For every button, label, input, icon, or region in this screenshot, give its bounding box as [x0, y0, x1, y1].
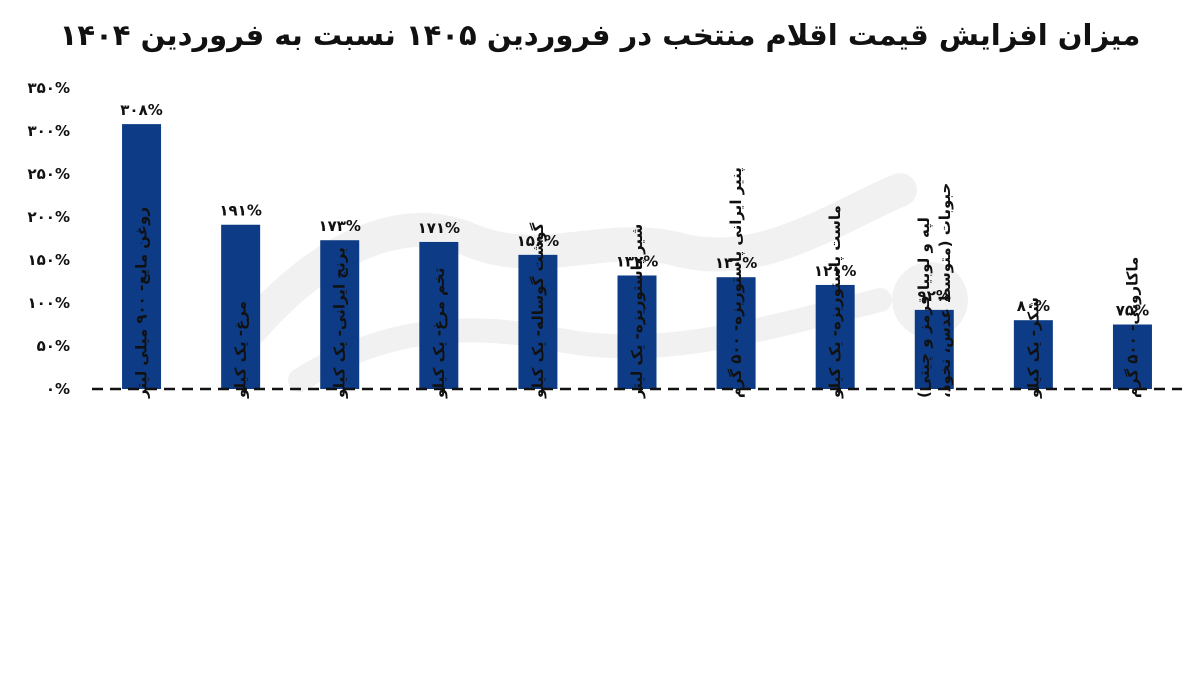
- data-label: ۸۰%: [1017, 297, 1050, 315]
- bar: [914, 309, 954, 389]
- data-label: ۱۹۱%: [219, 202, 262, 220]
- data-label: ۳۰۸%: [120, 101, 163, 119]
- bar: [1013, 320, 1053, 389]
- bar: [221, 224, 261, 389]
- category-labels-group: روغن مایع- ۹۰۰ میلی لیتر مرغ- یک کیلو برنج…: [133, 167, 1142, 399]
- data-label: ۱۳۰%: [715, 254, 758, 272]
- y-tick-label: ۵۰%: [37, 337, 70, 355]
- category-label: برنج ایرانی- یک کیلو: [331, 247, 349, 399]
- chart-title: میزان افزایش قیمت اقلام منتخب در فروردین…: [59, 18, 1141, 52]
- data-label: ۷۵%: [1116, 302, 1149, 320]
- category-label: لپه و لوبیا قرمز و چیتی): [915, 217, 934, 398]
- category-label: ماست پاستوریزه- یک کیلو: [826, 205, 845, 399]
- category-label: تخم مرغ- یک کیلو: [430, 268, 448, 399]
- category-label: شیر پاستوریزه- یک لیتر: [628, 224, 647, 399]
- bar: [716, 277, 756, 389]
- bars-group: [122, 124, 1152, 390]
- y-axis: ۰% ۵۰% ۱۰۰% ۱۵۰% ۲۰۰% ۲۵۰% ۳۰۰% ۳۵۰%: [28, 79, 71, 398]
- category-label: پنیر ایرانی پاستوریزه- ۵۰۰ گرم: [727, 167, 746, 398]
- y-tick-label: ۳۰۰%: [28, 122, 71, 140]
- data-label: ۱۳۲%: [616, 252, 659, 270]
- y-tick-label: ۳۵۰%: [28, 79, 71, 97]
- y-tick-label: ۱۵۰%: [28, 251, 71, 269]
- category-label: حبوبات (متوسط عدس، نخود،: [936, 183, 954, 398]
- data-label: ۹۲%: [918, 287, 951, 305]
- y-tick-label: ۲۰۰%: [28, 208, 71, 226]
- bar: [815, 284, 855, 389]
- category-label: گوشت گوساله- یک کیلو: [529, 222, 547, 399]
- bar: [320, 240, 360, 389]
- y-tick-label: ۰%: [46, 380, 70, 398]
- category-label: شکر- یک کیلو: [1024, 297, 1042, 399]
- y-tick-label: ۲۵۰%: [28, 165, 71, 183]
- category-label: ماکارونی- ۵۰۰ گرم: [1123, 257, 1141, 398]
- y-tick-label: ۱۰۰%: [28, 294, 71, 312]
- data-label: ۱۵۶%: [517, 232, 560, 250]
- bar: [419, 241, 459, 389]
- data-label: ۱۲۱%: [814, 262, 857, 280]
- bar: [518, 254, 558, 389]
- category-label: روغن مایع- ۹۰۰ میلی لیتر: [133, 207, 151, 399]
- category-label: مرغ- یک کیلو: [232, 301, 250, 399]
- bar: [1112, 324, 1152, 389]
- data-label: ۱۷۳%: [318, 217, 361, 235]
- bar: [122, 124, 162, 390]
- data-label: ۱۷۱%: [418, 219, 461, 237]
- bar: [617, 275, 657, 389]
- data-labels-group: ۳۰۸% ۱۹۱% ۱۷۳% ۱۷۱% ۱۵۶% ۱۳۲% ۱۳۰% ۱۲۱% ۹۲% ۸۰% ۷۵…: [120, 101, 1149, 319]
